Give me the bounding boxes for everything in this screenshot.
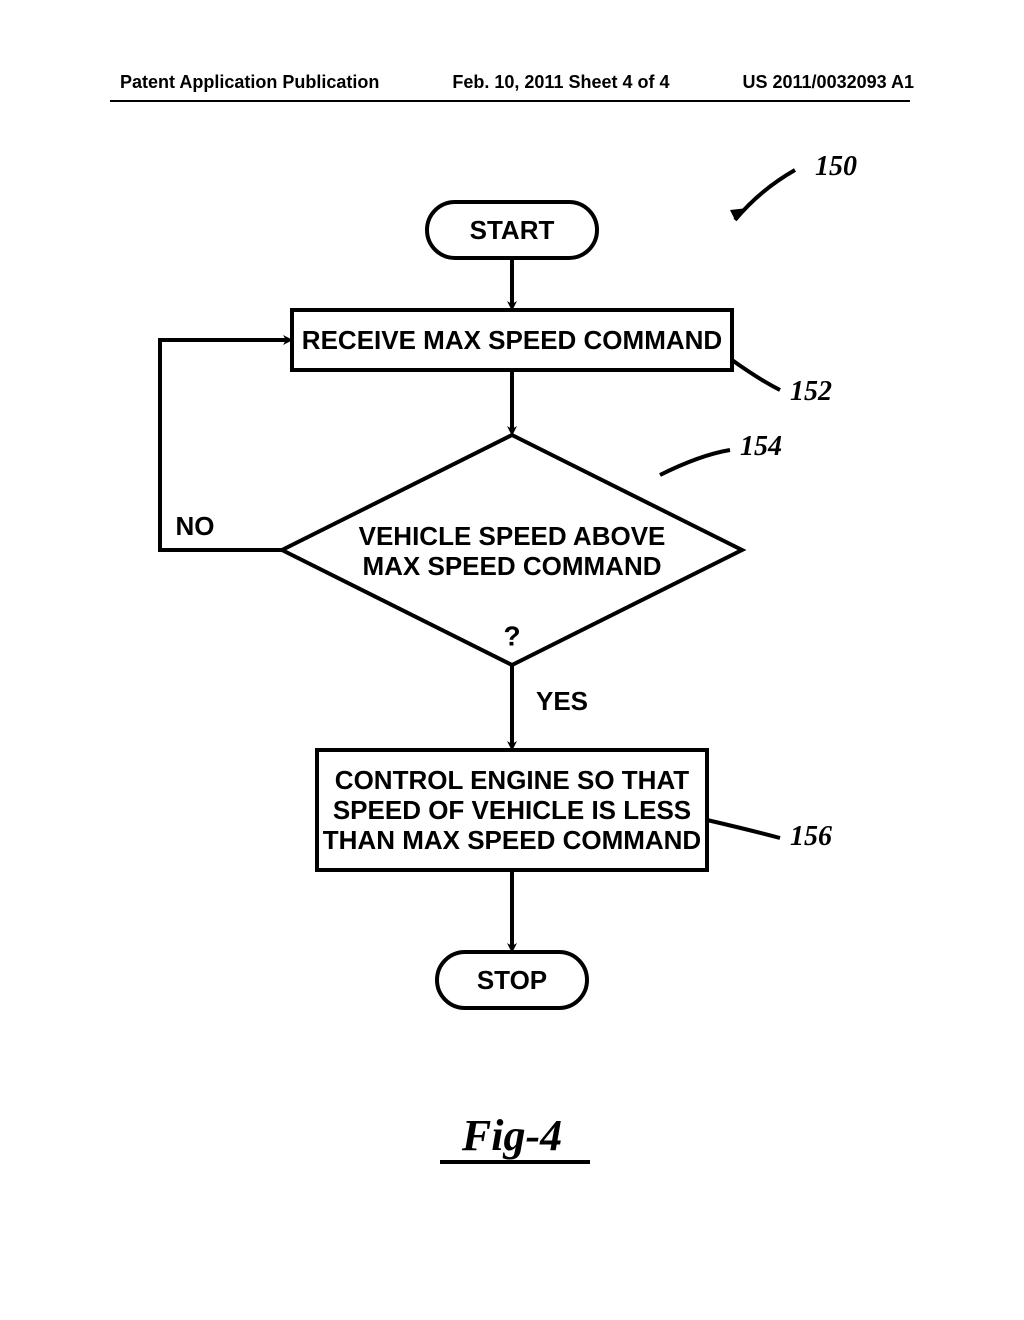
control-line3: THAN MAX SPEED COMMAND (323, 825, 701, 855)
ref-152: 152 (790, 376, 832, 407)
page-header: Patent Application Publication Feb. 10, … (0, 72, 1024, 93)
figure-label: Fig-4 (461, 1111, 562, 1160)
ref-152-leader (732, 360, 780, 390)
header-center: Feb. 10, 2011 Sheet 4 of 4 (452, 72, 669, 93)
decision-qmark: ? (503, 620, 520, 651)
header-rule (110, 100, 910, 102)
ref-156-leader (707, 820, 780, 838)
receive-label: RECEIVE MAX SPEED COMMAND (302, 325, 722, 355)
header-right: US 2011/0032093 A1 (743, 72, 914, 93)
flowchart-svg: 150 START RECEIVE MAX SPEED COMMAND 152 … (0, 130, 1024, 1230)
start-label: START (470, 215, 555, 245)
control-line1: CONTROL ENGINE SO THAT (335, 765, 689, 795)
ref-154-leader (660, 450, 730, 475)
edge-yes-label: YES (536, 686, 588, 716)
control-line2: SPEED OF VEHICLE IS LESS (333, 795, 691, 825)
header-left: Patent Application Publication (120, 72, 379, 93)
decision-line1: VEHICLE SPEED ABOVE (359, 521, 666, 551)
page-container: Patent Application Publication Feb. 10, … (0, 0, 1024, 1320)
decision-line2: MAX SPEED COMMAND (362, 551, 661, 581)
edge-no-label: NO (176, 511, 215, 541)
ref-154: 154 (740, 431, 782, 462)
flowchart-container: 150 START RECEIVE MAX SPEED COMMAND 152 … (0, 130, 1024, 1230)
ref-150-leader (735, 170, 795, 220)
ref-156: 156 (790, 821, 832, 852)
stop-label: STOP (477, 965, 547, 995)
ref-150: 150 (815, 151, 857, 182)
